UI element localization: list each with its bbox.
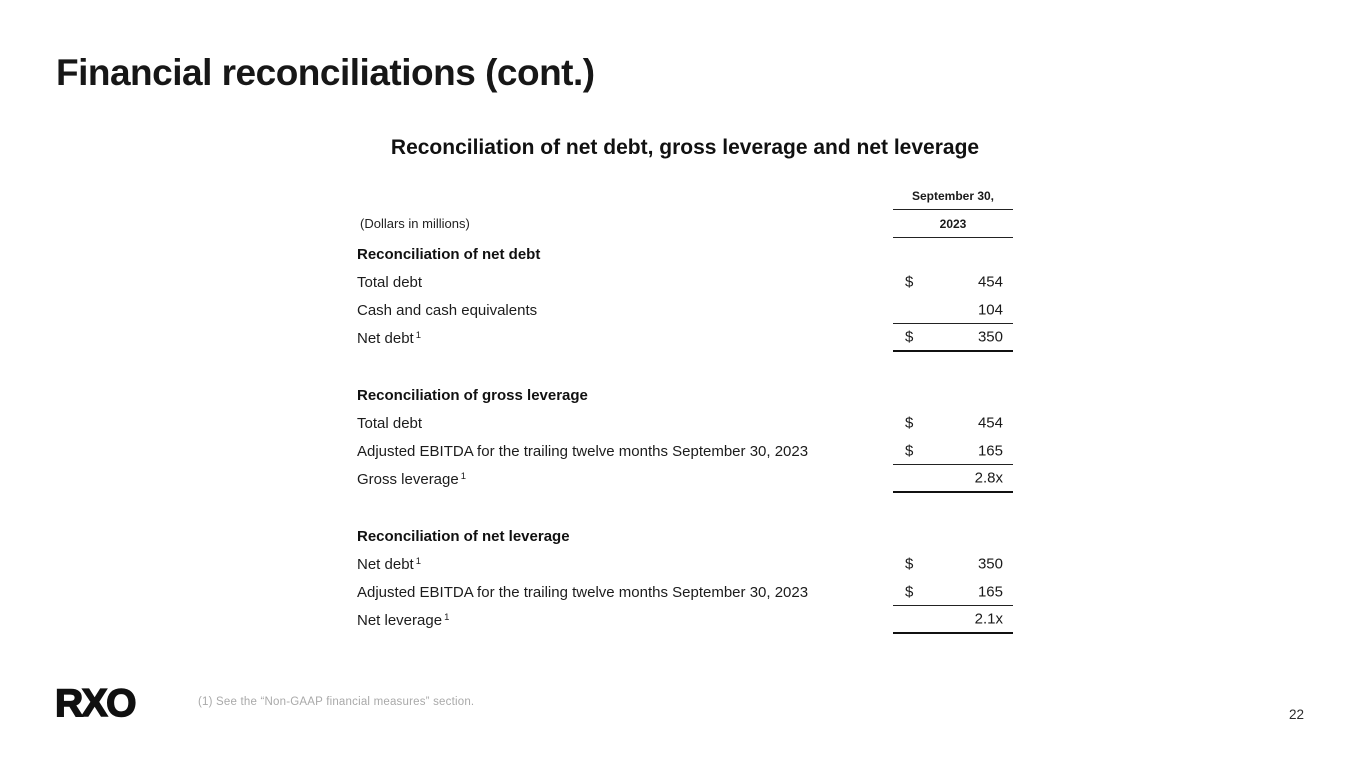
currency-symbol: $ [905, 328, 914, 346]
row-label: Net debt [357, 555, 414, 573]
row-value: 350 [977, 555, 1003, 573]
row-label: Total debt [357, 414, 423, 432]
row-value: 165 [977, 583, 1003, 600]
table-row-total: Net debt 1 $350 [357, 324, 1013, 352]
row-label: Total debt [357, 273, 423, 291]
reconciliation-table: Reconciliation of net debt, gross levera… [357, 134, 1013, 634]
row-value: 2.8x [974, 469, 1003, 487]
row-label: Net debt [357, 329, 414, 347]
row-label: Cash and cash equivalents [357, 301, 538, 319]
column-header-date: September 30, [893, 189, 1013, 210]
section-heading: Reconciliation of net debt [357, 245, 541, 263]
row-value: 2.1x [974, 610, 1003, 628]
rxo-logo: RXO [54, 681, 137, 726]
section-net-debt: Reconciliation of net debt Total debt $4… [357, 240, 1013, 352]
table-row: Total debt $454 [357, 268, 1013, 296]
column-header-year: 2023 [893, 217, 1013, 238]
table-title: Reconciliation of net debt, gross levera… [390, 136, 980, 159]
table-row: Adjusted EBITDA for the trailing twelve … [357, 437, 1013, 465]
currency-symbol: $ [905, 442, 914, 459]
row-label: Net leverage [357, 611, 443, 629]
slide-title: Financial reconciliations (cont.) [56, 52, 595, 93]
footnote-marker: 1 [460, 470, 467, 482]
row-value: 350 [977, 328, 1003, 346]
section-heading: Reconciliation of net leverage [357, 527, 570, 545]
row-label: Adjusted EBITDA for the trailing twelve … [357, 442, 809, 460]
units-row: (Dollars in millions) 2023 [357, 216, 1013, 238]
table-row: Net debt 1 $350 [357, 550, 1013, 578]
row-value: 454 [977, 273, 1003, 291]
section-net-leverage: Reconciliation of net leverage Net debt 1… [357, 522, 1013, 634]
table-row: Total debt $454 [357, 409, 1013, 437]
currency-symbol: $ [905, 414, 914, 432]
row-label: Adjusted EBITDA for the trailing twelve … [357, 583, 809, 601]
footnote-marker: 1 [415, 329, 422, 341]
table-row-total: Net leverage 1 2.1x [357, 606, 1013, 634]
row-label: Gross leverage [357, 470, 459, 488]
footnote-marker: 1 [444, 611, 450, 623]
row-value: 165 [977, 442, 1003, 459]
row-value: 454 [977, 414, 1003, 432]
units-label: (Dollars in millions) [360, 216, 470, 231]
row-value: 104 [977, 301, 1003, 318]
currency-symbol: $ [905, 555, 914, 573]
footnote: (1) See the “Non-GAAP financial measures… [198, 696, 475, 708]
page-number: 22 [1289, 707, 1305, 722]
currency-symbol: $ [905, 273, 914, 291]
table-row: Adjusted EBITDA for the trailing twelve … [357, 578, 1013, 606]
section-heading: Reconciliation of gross leverage [357, 386, 588, 404]
table-row-total: Gross leverage 1 2.8x [357, 465, 1013, 493]
table-row: Cash and cash equivalents 104 [357, 296, 1013, 324]
section-gross-leverage: Reconciliation of gross leverage Total d… [357, 381, 1013, 493]
footnote-marker: 1 [415, 555, 422, 567]
column-header-row: September 30, [357, 189, 1013, 210]
currency-symbol: $ [905, 583, 914, 600]
